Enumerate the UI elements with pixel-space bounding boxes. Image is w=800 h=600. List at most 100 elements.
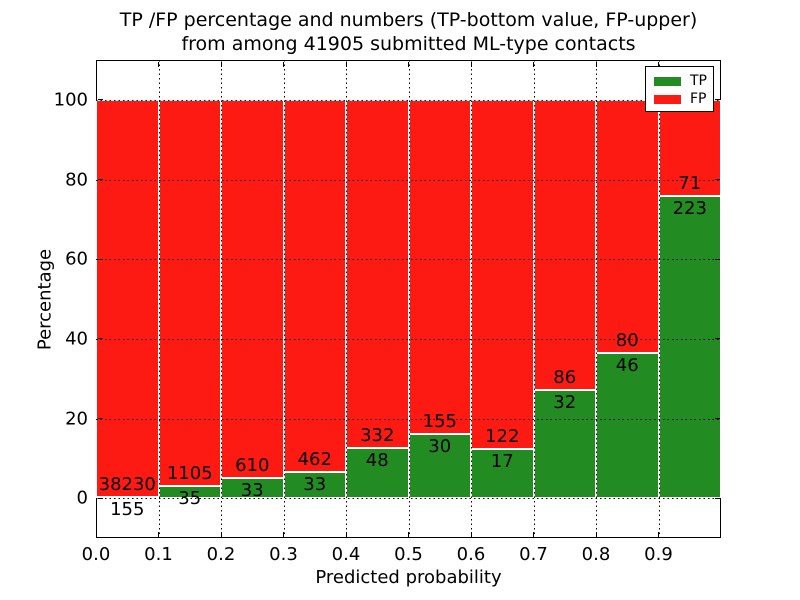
bar-label-fp: 38230 (98, 473, 156, 495)
bar-label-tp: 35 (178, 487, 202, 509)
bar-segment-fp (408, 99, 471, 434)
y-tick-label: 20 (65, 408, 88, 429)
bar-label-tp: 30 (428, 435, 452, 457)
x-tick-mark (345, 531, 347, 537)
x-tick-mark-top (408, 61, 409, 67)
x-tick-mark-top (220, 61, 222, 67)
y-tick-label: 40 (65, 328, 88, 350)
y-tick-mark-right (714, 497, 720, 499)
gridline-v (221, 60, 222, 538)
gridline-v (346, 60, 347, 538)
gridline-h (96, 99, 721, 101)
x-tick-label: 0.3 (269, 544, 298, 565)
bar-segment-fp (96, 99, 159, 497)
y-tick-mark (97, 99, 103, 101)
bar-segment-tp (283, 471, 346, 499)
x-tick-mark (470, 531, 472, 537)
gridline-v (533, 60, 535, 538)
x-tick-mark (283, 531, 284, 537)
x-tick-label: 0.1 (144, 544, 173, 565)
y-tick-mark (97, 258, 103, 260)
bar-label-tp: 223 (672, 198, 707, 220)
y-axis-label: Percentage (34, 248, 56, 351)
bar-label-tp: 155 (110, 498, 145, 520)
chart-title-line2: from among 41905 submitted ML-type conta… (181, 33, 636, 55)
x-tick-label: 0.2 (206, 544, 236, 565)
bar-segment-fp (283, 99, 346, 472)
x-tick-label: 0.4 (331, 544, 361, 565)
legend-entry-tp: TP (654, 72, 713, 90)
y-tick-mark (97, 497, 103, 499)
y-tick-mark-right (714, 338, 720, 340)
y-tick-mark-right (714, 258, 720, 260)
bar-segment-fp (158, 99, 221, 486)
legend-label-fp: FP (690, 91, 707, 107)
bar-label-fp: 462 (297, 448, 332, 470)
chart-title-line1: TP /FP percentage and numbers (TP-bottom… (119, 9, 698, 31)
gridline-v (471, 60, 472, 538)
gridline-h (96, 418, 721, 420)
x-tick-mark (158, 531, 159, 537)
y-tick-mark (97, 179, 103, 180)
legend-swatch-fp (654, 94, 681, 104)
bar-label-fp: 80 (615, 329, 639, 351)
bar-segment-fp (471, 99, 534, 450)
x-tick-mark (658, 531, 659, 537)
gridline-v (658, 60, 660, 538)
y-tick-label: 0 (76, 487, 88, 509)
x-tick-mark-top (283, 61, 284, 67)
bar-segment-tp (346, 447, 409, 499)
y-tick-label: 100 (53, 89, 88, 111)
bar-segment-fp (221, 99, 284, 478)
bar-segment-fp (533, 99, 596, 391)
x-tick-mark (533, 531, 534, 537)
bar-label-tp: 33 (303, 473, 327, 495)
x-tick-mark-top (533, 61, 534, 67)
x-tick-mark (408, 531, 409, 537)
bar-label-tp: 32 (553, 392, 577, 414)
bar-label-tp: 17 (490, 451, 514, 473)
y-tick-mark-right (714, 179, 720, 180)
x-tick-mark-top (658, 61, 659, 67)
x-tick-mark-top (345, 61, 347, 67)
x-tick-label: 0.6 (456, 544, 486, 565)
bar-label-tp: 46 (615, 354, 639, 376)
gridline-v (408, 60, 410, 538)
x-tick-mark (220, 531, 222, 537)
y-tick-mark (97, 418, 103, 419)
gridline-h (96, 259, 721, 261)
y-tick-label: 60 (65, 248, 88, 270)
y-tick-mark-right (714, 418, 720, 419)
x-tick-label: 0.5 (394, 544, 423, 565)
legend: TP FP (645, 66, 714, 112)
bar-label-fp: 71 (678, 173, 702, 195)
x-tick-label: 0.8 (581, 544, 611, 565)
bar-label-tp: 48 (365, 449, 389, 471)
x-tick-mark (595, 531, 597, 537)
bar-segment-tp (658, 196, 721, 499)
bar-label-fp: 1105 (166, 462, 213, 484)
gridline-v (158, 60, 160, 538)
x-tick-label: 0.0 (81, 544, 111, 565)
gridline-v (283, 60, 285, 538)
gridline-h (96, 179, 721, 181)
x-axis-label: Predicted probability (315, 567, 502, 588)
x-tick-mark (95, 531, 97, 537)
bar-label-fp: 155 (422, 410, 457, 432)
x-tick-mark-top (95, 61, 97, 67)
bar-label-tp: 33 (240, 479, 264, 501)
bar-label-fp: 332 (360, 424, 395, 446)
bar-segment-tp (96, 496, 159, 499)
bar-segment-tp (471, 449, 534, 499)
legend-label-tp: TP (690, 73, 707, 89)
y-tick-mark (97, 338, 103, 340)
x-tick-mark-top (595, 61, 597, 67)
gridline-v (596, 60, 597, 538)
chart-title: TP /FP percentage and numbers (TP-bottom… (96, 8, 721, 56)
y-tick-mark-right (714, 99, 720, 101)
x-tick-label: 0.9 (644, 544, 673, 565)
y-tick-label: 80 (65, 169, 88, 190)
gridline-h (96, 498, 721, 500)
x-tick-label: 0.7 (519, 544, 548, 565)
bar-segment-fp (346, 99, 409, 448)
